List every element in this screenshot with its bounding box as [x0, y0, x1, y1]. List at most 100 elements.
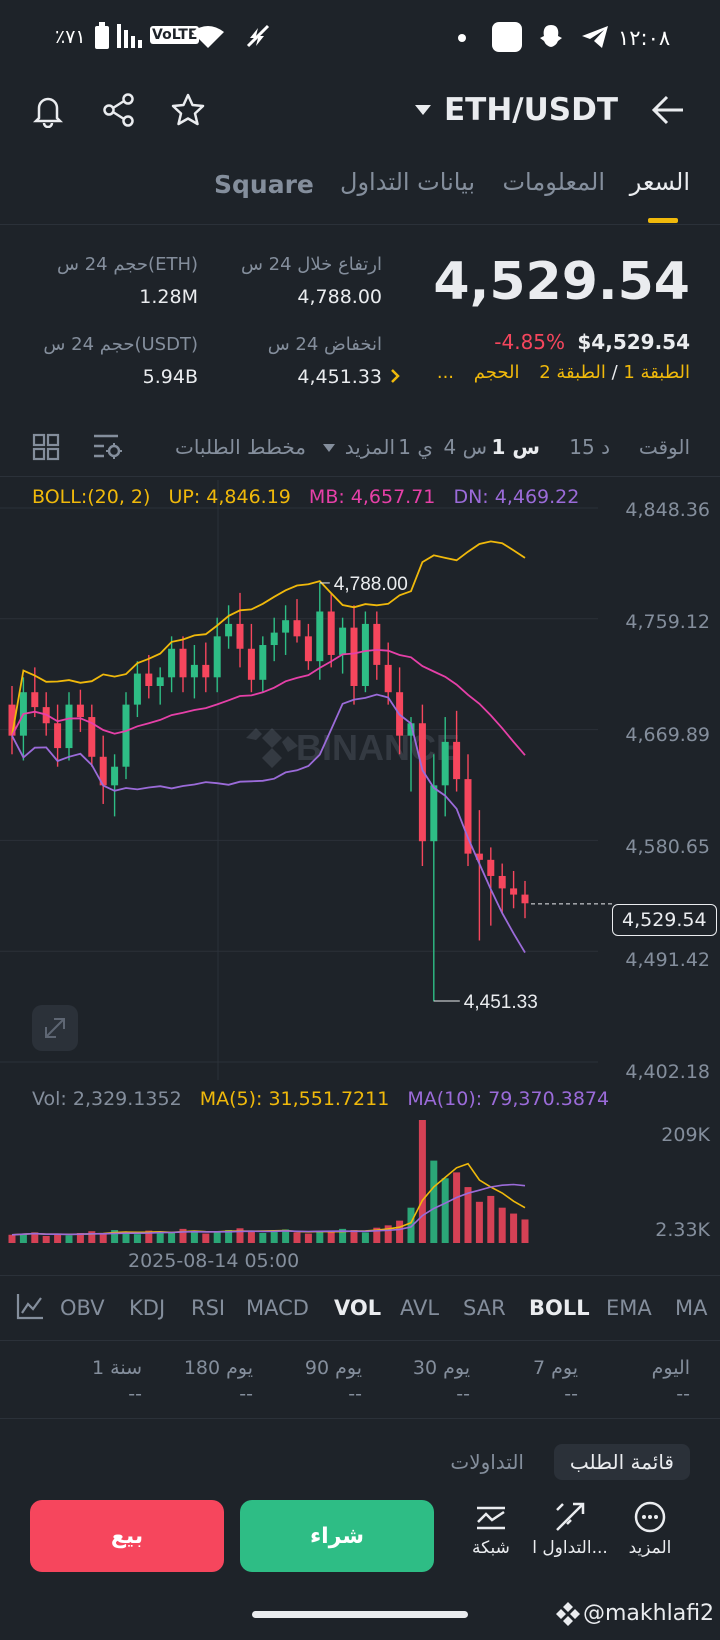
- share-icon[interactable]: [101, 92, 137, 128]
- bottom-grid-button[interactable]: شبكة: [466, 1500, 516, 1558]
- candle-body: [54, 723, 62, 749]
- indicator-ema[interactable]: EMA: [606, 1296, 652, 1320]
- volume-bar: [510, 1213, 518, 1243]
- tab-square[interactable]: Square: [214, 170, 314, 199]
- candlestick-chart[interactable]: BINANCE 4,788.00 4,451.33: [0, 480, 720, 1080]
- volume-bar: [111, 1230, 119, 1243]
- bottom-trade-button[interactable]: التداول ا...: [530, 1500, 610, 1558]
- candle: [145, 654, 153, 699]
- tf-more-dropdown-icon[interactable]: [322, 443, 336, 453]
- volume-bar: [350, 1230, 358, 1243]
- volte-badge: VoLTE: [150, 26, 200, 44]
- star-icon[interactable]: [170, 92, 206, 128]
- candle-body: [99, 756, 107, 786]
- candle-body: [487, 859, 495, 876]
- chart-top-divider: [0, 476, 720, 477]
- candle-body: [156, 677, 164, 687]
- tf-1d[interactable]: 1 ي: [398, 435, 433, 459]
- candle: [510, 871, 518, 909]
- user-watermark: @makhlafi2: [583, 1601, 715, 1626]
- candle: [168, 636, 176, 693]
- boll-up-line: [11, 540, 526, 736]
- indicator-boll[interactable]: BOLL: [529, 1296, 590, 1320]
- binance-logo-icon: [556, 1602, 580, 1626]
- bell-icon[interactable]: [30, 92, 66, 128]
- layout-grid-icon[interactable]: [32, 433, 60, 461]
- candle: [282, 605, 290, 655]
- dot-icon: [458, 34, 466, 42]
- candle: [122, 692, 130, 780]
- tab-trades[interactable]: التداولات: [450, 1450, 524, 1474]
- candle: [133, 661, 141, 718]
- more-tags[interactable]: ...: [436, 362, 455, 383]
- price-axis-2: 4,669.89: [625, 724, 710, 746]
- indicator-avl[interactable]: AVL: [400, 1296, 440, 1320]
- indicator-chart-icon[interactable]: [15, 1291, 45, 1321]
- buy-label: شراء: [309, 1523, 365, 1549]
- tf-15m[interactable]: 15 د: [569, 435, 610, 459]
- candle: [76, 689, 84, 732]
- tab-active-indicator: [648, 218, 678, 223]
- boll-params: BOLL:(20, 2): [32, 486, 151, 508]
- period-7d-value: --: [564, 1383, 578, 1405]
- period-90d-label: 90 يوم: [304, 1357, 362, 1379]
- volume-bar: [202, 1233, 210, 1243]
- vol-ma10: MA(10): 79,370.3874: [407, 1088, 610, 1110]
- candle: [8, 686, 16, 755]
- tab-info[interactable]: المعلومات: [502, 168, 605, 196]
- indicator-macd[interactable]: MACD: [246, 1296, 309, 1320]
- vol-usdt-value: 5.94B: [142, 366, 198, 388]
- grid-strategy-icon: [477, 1506, 505, 1530]
- volume-tag[interactable]: الحجم: [473, 362, 520, 383]
- depth-chart-button[interactable]: مخطط الطلبات: [174, 435, 306, 459]
- pair-dropdown-icon[interactable]: [414, 104, 432, 116]
- candle-body: [282, 620, 290, 633]
- buy-button[interactable]: شراء: [240, 1500, 434, 1572]
- tf-1h[interactable]: 1 س: [491, 435, 541, 459]
- candle-body: [384, 664, 392, 693]
- candle-body: [8, 704, 16, 736]
- price-usd: $4,529.54: [577, 330, 690, 354]
- period-1y-label: 1 سنة: [92, 1357, 142, 1379]
- boll-mb-line: [11, 648, 526, 756]
- bottom-more-button[interactable]: المزيد: [626, 1500, 674, 1558]
- back-arrow-icon[interactable]: [651, 94, 685, 126]
- indicator-obv[interactable]: OBV: [60, 1296, 105, 1320]
- low-label: انخفاض 24 س: [267, 334, 382, 355]
- volume-chart[interactable]: [0, 1110, 720, 1245]
- candle: [65, 692, 73, 761]
- indicator-kdj[interactable]: KDJ: [129, 1296, 166, 1320]
- chart-date-label: 2025-08-14 05:00: [128, 1250, 300, 1272]
- volume-bar: [373, 1227, 381, 1243]
- indicator-vol[interactable]: VOL: [334, 1296, 382, 1320]
- indicator-ma[interactable]: MA: [675, 1296, 708, 1320]
- tab-trading-data[interactable]: بيانات التداول: [340, 168, 475, 196]
- trade-arrows-icon: [556, 1502, 585, 1531]
- vol-axis-bottom: 2.33K: [655, 1219, 710, 1241]
- vol-usdt-label: حجم 24 س(USDT): [43, 334, 198, 355]
- volume-bar: [156, 1231, 164, 1243]
- layer1-tag[interactable]: الطبقة 1: [623, 362, 690, 383]
- vol-value: Vol: 2,329.1352: [32, 1088, 182, 1110]
- tab-price[interactable]: السعر: [629, 168, 690, 196]
- expand-chart-button[interactable]: [32, 1005, 78, 1051]
- layer-tags-row[interactable]: الطبقة 1 / الطبقة 2 الحجم ...: [437, 362, 690, 383]
- sell-button[interactable]: بيع: [30, 1500, 224, 1572]
- tf-more[interactable]: المزيد: [344, 435, 395, 459]
- indicator-rsi[interactable]: RSI: [191, 1296, 226, 1320]
- price-change-row: -4.85% $4,529.54: [494, 330, 690, 354]
- chevron-right-icon[interactable]: [390, 368, 400, 384]
- tab-order-book[interactable]: قائمة الطلب: [553, 1444, 690, 1480]
- volume-bar: [247, 1231, 255, 1243]
- candle: [316, 582, 324, 680]
- tf-4h[interactable]: 4 س: [443, 435, 487, 459]
- layer2-tag[interactable]: الطبقة 2: [539, 362, 606, 383]
- volume-bar: [475, 1201, 483, 1243]
- volume-bar: [8, 1234, 16, 1243]
- boll-dn: DN: 4,469.22: [453, 486, 580, 508]
- chart-settings-icon[interactable]: [92, 432, 124, 462]
- candle: [88, 704, 96, 767]
- home-indicator[interactable]: [252, 1611, 468, 1618]
- pair-title[interactable]: ETH/USDT: [444, 92, 618, 128]
- indicator-sar[interactable]: SAR: [463, 1296, 506, 1320]
